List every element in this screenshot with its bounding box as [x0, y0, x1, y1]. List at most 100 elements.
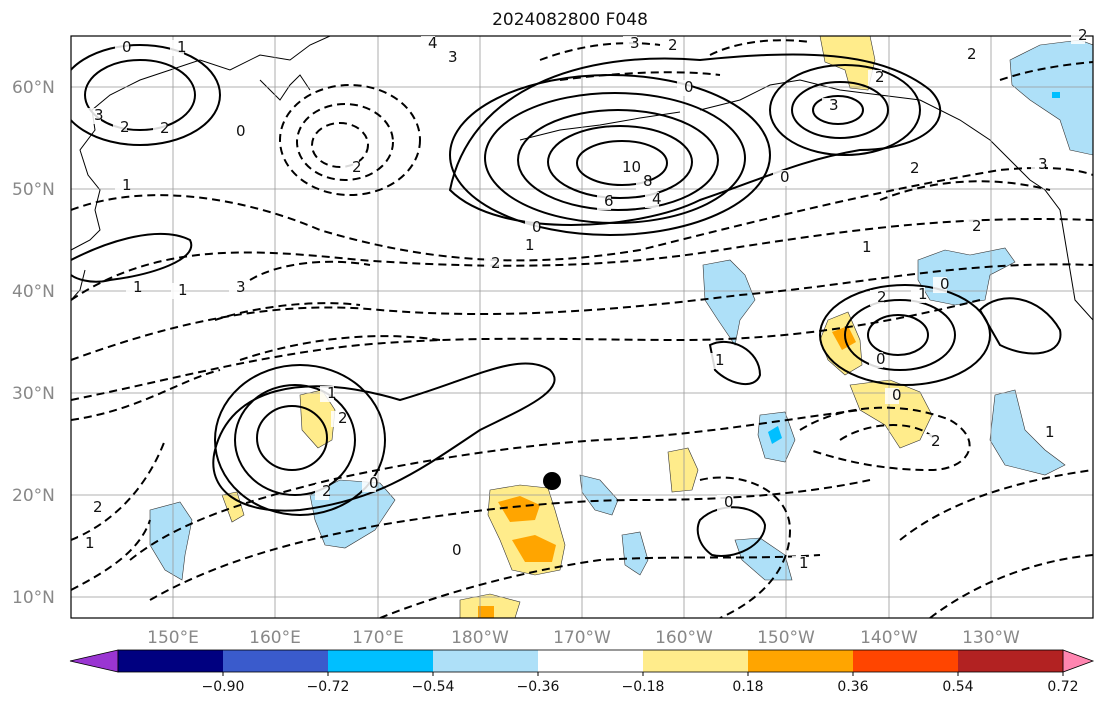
- contour-label-bg: [153, 121, 167, 137]
- contour-label: 6: [604, 192, 614, 210]
- lat-label: 30°N: [12, 384, 55, 404]
- colorbar-segment: [958, 650, 1064, 672]
- contour-label-bg: [113, 120, 127, 136]
- contour-label-bg: [484, 256, 498, 272]
- colorbar-tick-label: −0.54: [412, 679, 455, 695]
- coast-aleutian: [519, 111, 681, 141]
- contour-label: 2: [967, 45, 977, 63]
- contour-low-ext: [448, 53, 942, 226]
- lat-label: 10°N: [12, 588, 55, 608]
- colorbar-segment: [223, 650, 329, 672]
- contour-label-bg: [855, 240, 869, 256]
- contour-low-center-1: [449, 74, 771, 236]
- contour-label: 3: [448, 48, 458, 66]
- contour-label: 0: [369, 474, 379, 492]
- colorbar-tick-label: −0.90: [202, 679, 245, 695]
- contour-east-1: [819, 284, 991, 386]
- contour-label-bg: [792, 556, 806, 572]
- contour-label: 2: [491, 254, 501, 272]
- colorbar-segment: [643, 650, 749, 672]
- gridlines: [71, 36, 1093, 618]
- contour-label-bg: [773, 170, 787, 186]
- contour-label-bg: [717, 495, 731, 511]
- contour-label: 2: [668, 36, 678, 54]
- colorbar-segment: [853, 650, 959, 672]
- contour-label: 1: [715, 351, 725, 369]
- contour-label: 0: [532, 218, 542, 236]
- contour-label-bg: [362, 476, 376, 492]
- shade-region-s2: [621, 531, 649, 576]
- contour-label-bg: [315, 484, 329, 500]
- contour-label: 4: [652, 190, 662, 208]
- contour-label-bg: [623, 36, 637, 52]
- lon-label: 130°W: [962, 628, 1020, 648]
- contour-label-bg: [1031, 157, 1045, 173]
- contour-label-bg: [441, 50, 455, 66]
- contour-label: 1: [178, 281, 188, 299]
- contour-label-bg: [870, 290, 884, 306]
- contour-east-ext: [978, 297, 1062, 355]
- contour-label: 2: [931, 432, 941, 450]
- colorbar-tick-label: 0.36: [837, 679, 868, 695]
- contour-label-bg: [960, 47, 974, 63]
- contour-label-bg: [229, 280, 243, 296]
- shade-region-se: [989, 389, 1066, 476]
- contour-label-bg: [170, 40, 184, 56]
- contour-label-bg: [677, 80, 691, 96]
- contour-label: 2: [322, 482, 332, 500]
- contour-label: 0: [940, 275, 950, 293]
- contour-label-bg: [885, 388, 899, 404]
- contour-label-bg: [924, 434, 938, 450]
- contour-ne-1: [769, 64, 921, 156]
- contour-label-bg: [115, 40, 129, 56]
- lon-label: 170°W: [553, 628, 611, 648]
- shade-pos-north: [819, 36, 876, 91]
- contour-label: 0: [892, 386, 902, 404]
- contour-label-bg: [126, 280, 140, 296]
- colorbar-tick-label: −0.72: [307, 679, 350, 695]
- contour-label: 1: [918, 285, 928, 303]
- contour-label-bg: [345, 160, 359, 176]
- contour-label-bg: [171, 283, 185, 299]
- contour-label: 2: [120, 118, 130, 136]
- contour-label: 0: [122, 38, 132, 56]
- contour-label-bg: [421, 36, 435, 52]
- contour-label-bg: [615, 160, 638, 176]
- map-title: 2024082800 F048: [492, 10, 648, 30]
- contour-label: 3: [829, 96, 839, 114]
- location-marker: [543, 472, 561, 490]
- contour-label-bg: [597, 194, 611, 210]
- shade-region-mid2: [309, 479, 396, 549]
- colorbar-arrow-right: [1062, 649, 1095, 673]
- contour-east-3: [867, 314, 929, 356]
- contour-label-bg: [115, 178, 129, 194]
- contour-label: 1: [799, 554, 809, 572]
- contour-label-bg: [320, 386, 334, 402]
- lon-label: 150°W: [757, 628, 815, 648]
- contour-label: 1: [862, 238, 872, 256]
- contour-label-bg: [661, 38, 675, 54]
- lon-label: 170°E: [352, 628, 404, 648]
- contour-label-bg: [1071, 28, 1085, 44]
- lon-label: 160°E: [249, 628, 301, 648]
- colorbar-tick-label: 0.54: [942, 679, 973, 695]
- contour-label-bg: [87, 108, 101, 124]
- contour-ulnw-2: [84, 59, 196, 131]
- contour-label-bg: [78, 536, 92, 552]
- contour-label: 0: [684, 78, 694, 96]
- contour-label: 0: [236, 122, 246, 140]
- lat-label: 40°N: [12, 282, 55, 302]
- contour-label-bg: [525, 220, 539, 236]
- colorbar-arrow-left: [69, 649, 119, 673]
- contour-label-bg: [331, 411, 345, 427]
- contour-label: 1: [85, 534, 95, 552]
- contour-label: 1: [122, 176, 132, 194]
- contour-low-center-5: [576, 140, 668, 186]
- contour-label: 1: [177, 38, 187, 56]
- contour-label: 1: [327, 384, 337, 402]
- contour-label: 0: [724, 493, 734, 511]
- contour-label: 3: [1038, 155, 1048, 173]
- contour-label: 2: [1078, 26, 1088, 44]
